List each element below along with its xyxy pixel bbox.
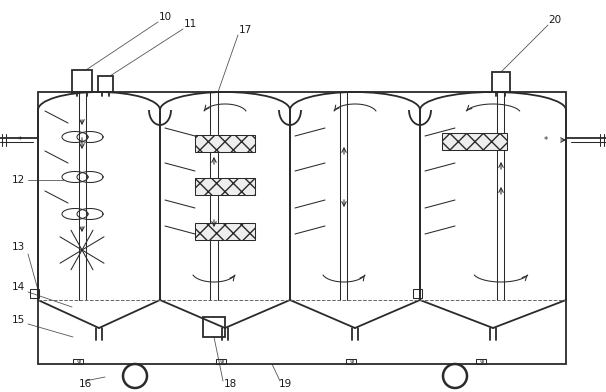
Bar bbox=[442, 133, 507, 150]
Bar bbox=[413, 289, 422, 298]
Bar bbox=[346, 359, 356, 364]
Text: *: * bbox=[544, 136, 548, 145]
Text: 16: 16 bbox=[78, 379, 92, 389]
Bar bbox=[30, 289, 39, 298]
Text: 18: 18 bbox=[224, 379, 236, 389]
Bar bbox=[98, 76, 113, 92]
Text: 14: 14 bbox=[12, 282, 25, 292]
Bar bbox=[195, 178, 255, 195]
Bar bbox=[476, 359, 486, 364]
Text: *: * bbox=[18, 136, 22, 145]
Bar bbox=[72, 70, 92, 92]
Bar bbox=[73, 359, 83, 364]
Bar bbox=[195, 135, 255, 152]
Text: 20: 20 bbox=[548, 15, 562, 25]
Text: 19: 19 bbox=[278, 379, 291, 389]
Text: 12: 12 bbox=[12, 175, 25, 185]
Text: 13: 13 bbox=[12, 242, 25, 252]
Text: 17: 17 bbox=[238, 25, 251, 35]
Text: 11: 11 bbox=[184, 19, 196, 29]
Bar bbox=[195, 223, 255, 240]
Text: ⊕: ⊕ bbox=[350, 359, 355, 364]
Bar bbox=[216, 359, 226, 364]
Bar bbox=[38, 92, 566, 364]
Text: ⊕: ⊕ bbox=[220, 359, 224, 364]
Text: ⊕: ⊕ bbox=[480, 359, 484, 364]
Text: 10: 10 bbox=[158, 12, 171, 22]
Text: 15: 15 bbox=[12, 315, 25, 325]
Bar bbox=[492, 72, 510, 92]
Text: ⊕: ⊕ bbox=[77, 359, 81, 364]
Bar bbox=[203, 317, 225, 337]
